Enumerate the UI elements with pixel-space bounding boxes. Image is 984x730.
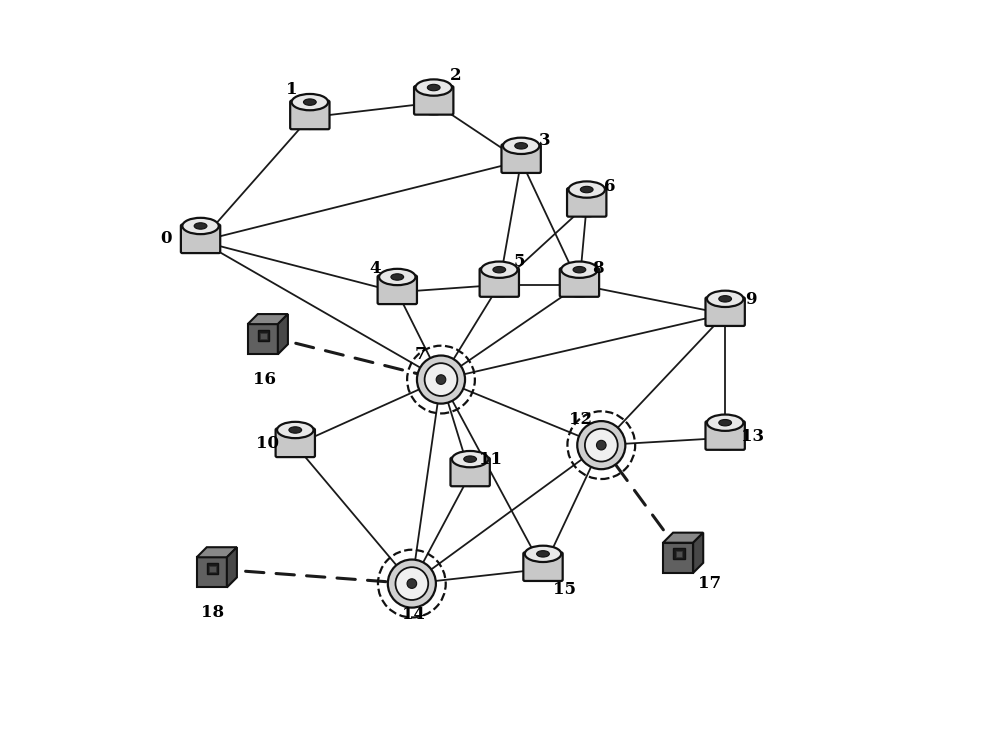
FancyBboxPatch shape (567, 188, 606, 217)
Text: 15: 15 (553, 581, 577, 598)
FancyBboxPatch shape (523, 553, 563, 581)
Ellipse shape (524, 564, 561, 580)
Text: 14: 14 (401, 606, 425, 623)
Text: 4: 4 (370, 261, 381, 277)
Ellipse shape (481, 280, 518, 296)
Ellipse shape (561, 280, 597, 296)
Ellipse shape (452, 451, 488, 467)
Text: 13: 13 (741, 428, 765, 445)
Polygon shape (207, 563, 218, 574)
Text: 6: 6 (604, 178, 616, 195)
Text: 3: 3 (538, 132, 550, 149)
Text: 11: 11 (479, 451, 502, 468)
Ellipse shape (427, 85, 440, 91)
Ellipse shape (581, 186, 593, 193)
Polygon shape (676, 551, 683, 557)
Polygon shape (197, 557, 227, 588)
Text: 8: 8 (591, 261, 603, 277)
FancyBboxPatch shape (414, 86, 454, 115)
Ellipse shape (415, 80, 452, 96)
FancyBboxPatch shape (706, 297, 745, 326)
Circle shape (578, 421, 626, 469)
Ellipse shape (515, 142, 527, 149)
Circle shape (584, 429, 618, 461)
Ellipse shape (291, 94, 328, 110)
FancyBboxPatch shape (560, 268, 599, 297)
Circle shape (396, 567, 428, 600)
Ellipse shape (573, 266, 585, 273)
Ellipse shape (277, 422, 314, 438)
Polygon shape (248, 314, 288, 324)
Ellipse shape (379, 269, 415, 285)
FancyBboxPatch shape (290, 101, 330, 129)
Ellipse shape (303, 99, 316, 105)
Ellipse shape (182, 218, 218, 234)
Ellipse shape (379, 288, 415, 304)
FancyBboxPatch shape (502, 145, 541, 173)
Text: 1: 1 (286, 81, 297, 98)
Ellipse shape (277, 440, 314, 457)
Polygon shape (258, 330, 270, 341)
Text: 9: 9 (745, 291, 757, 308)
Ellipse shape (391, 274, 403, 280)
Polygon shape (210, 566, 216, 572)
Circle shape (388, 559, 436, 607)
Polygon shape (261, 332, 267, 339)
Ellipse shape (707, 415, 743, 431)
Text: 16: 16 (253, 371, 277, 388)
Polygon shape (693, 533, 704, 573)
Ellipse shape (569, 200, 605, 216)
FancyBboxPatch shape (378, 275, 417, 304)
Circle shape (436, 374, 446, 385)
Text: 10: 10 (256, 435, 279, 452)
Polygon shape (663, 542, 693, 573)
FancyBboxPatch shape (451, 458, 490, 486)
Ellipse shape (503, 156, 539, 173)
FancyBboxPatch shape (479, 268, 519, 297)
Polygon shape (673, 548, 685, 559)
Ellipse shape (569, 181, 605, 198)
Polygon shape (197, 548, 237, 557)
Text: 7: 7 (415, 345, 426, 363)
Ellipse shape (536, 550, 549, 557)
Ellipse shape (707, 433, 743, 450)
Ellipse shape (481, 261, 518, 278)
Polygon shape (227, 548, 237, 588)
Text: 5: 5 (514, 253, 524, 270)
Ellipse shape (718, 296, 731, 302)
Ellipse shape (194, 223, 207, 229)
Polygon shape (248, 324, 277, 354)
Polygon shape (277, 314, 288, 354)
Ellipse shape (291, 112, 328, 129)
Ellipse shape (707, 291, 743, 307)
Ellipse shape (289, 427, 302, 433)
Ellipse shape (463, 456, 476, 462)
Ellipse shape (493, 266, 506, 273)
FancyBboxPatch shape (276, 429, 315, 457)
Ellipse shape (524, 546, 561, 562)
Circle shape (417, 356, 465, 404)
Ellipse shape (707, 310, 743, 326)
Ellipse shape (415, 98, 452, 115)
Text: 12: 12 (570, 411, 592, 429)
Circle shape (425, 364, 458, 396)
Polygon shape (663, 533, 704, 542)
FancyBboxPatch shape (706, 421, 745, 450)
Ellipse shape (503, 138, 539, 154)
Circle shape (596, 440, 606, 450)
Text: 2: 2 (450, 66, 461, 83)
Text: 17: 17 (698, 575, 720, 592)
Circle shape (407, 579, 416, 588)
Ellipse shape (182, 237, 218, 253)
Ellipse shape (718, 420, 731, 426)
Ellipse shape (452, 469, 488, 486)
Ellipse shape (561, 261, 597, 278)
Text: 18: 18 (202, 604, 224, 621)
Text: 0: 0 (159, 231, 171, 247)
FancyBboxPatch shape (181, 225, 220, 253)
